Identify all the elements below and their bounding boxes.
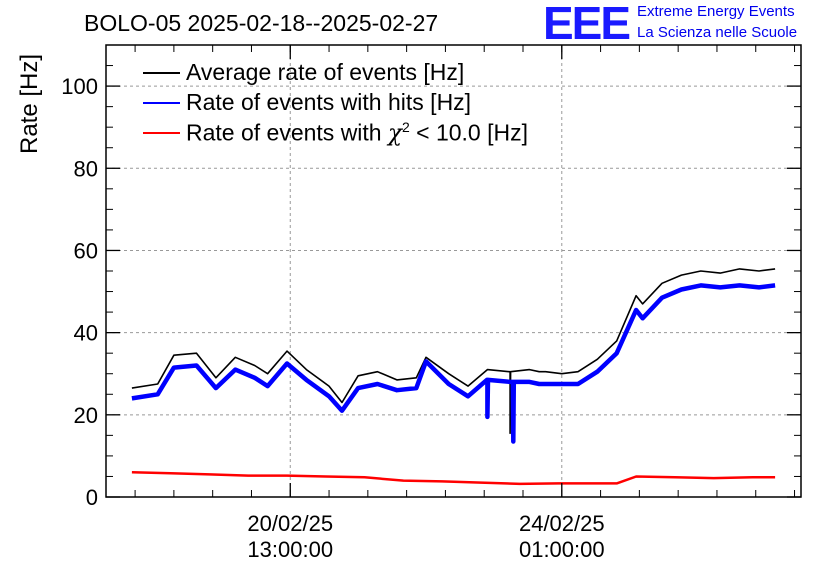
- y-tick-label: 0: [86, 485, 98, 510]
- legend-chi2-prefix: Rate of events with: [186, 119, 382, 146]
- axis-ticks: [106, 44, 801, 498]
- y-tick-label: 100: [61, 74, 98, 99]
- x-tick-label-time: 13:00:00: [247, 537, 333, 562]
- logo-line-2: La Scienza nelle Scuole: [637, 24, 798, 41]
- legend-swatches: [143, 72, 180, 134]
- logo-line-1: Extreme Energy Events: [637, 3, 795, 20]
- legend-entry-chi2: Rate of events with χ2 < 10.0 [Hz]: [186, 119, 528, 147]
- grid-lines: [106, 45, 801, 497]
- chart-title: BOLO-05 2025-02-18--2025-02-27: [84, 10, 439, 36]
- chi-symbol: χ: [388, 120, 402, 147]
- x-tick-label-time: 01:00:00: [519, 537, 605, 562]
- y-axis-label: Rate [Hz]: [16, 53, 43, 155]
- y-tick-label: 20: [74, 403, 98, 428]
- legend-entry-average: Average rate of events [Hz]: [186, 59, 465, 85]
- series-lines: [131, 268, 776, 486]
- series-line-chi2: [131, 471, 776, 486]
- series-line-hits: [131, 283, 776, 444]
- x-tick-label-date: 24/02/25: [519, 511, 605, 536]
- y-tick-label: 60: [74, 238, 98, 263]
- legend-chi2-suffix: < 10.0 [Hz]: [416, 119, 528, 146]
- series-line-average: [131, 268, 776, 435]
- chi-superscript: 2: [401, 119, 410, 135]
- legend-entry-hits: Rate of events with hits [Hz]: [186, 89, 472, 115]
- x-tick-label-date: 20/02/25: [247, 511, 333, 536]
- y-tick-label: 80: [74, 156, 98, 181]
- y-tick-label: 40: [74, 321, 98, 346]
- eee-logo: EEE: [543, 0, 631, 49]
